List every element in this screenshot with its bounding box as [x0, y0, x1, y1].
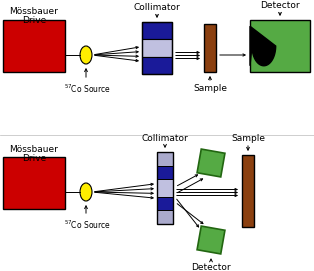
Bar: [3, 20, 65, 72]
Text: $^{57}$Co Source: $^{57}$Co Source: [64, 83, 111, 95]
Bar: [157, 197, 173, 210]
Polygon shape: [250, 26, 276, 66]
Bar: [157, 166, 173, 179]
Text: Drive: Drive: [22, 16, 46, 25]
Text: Mössbauer: Mössbauer: [9, 145, 58, 154]
Polygon shape: [197, 149, 225, 177]
Bar: [3, 157, 65, 209]
Ellipse shape: [80, 183, 92, 201]
Text: Sample: Sample: [193, 84, 227, 93]
Polygon shape: [197, 226, 225, 254]
Bar: [204, 24, 216, 72]
Bar: [142, 57, 172, 74]
Bar: [242, 155, 254, 227]
Text: Detector: Detector: [260, 1, 300, 10]
Ellipse shape: [80, 46, 92, 64]
Text: $^{57}$Co Source: $^{57}$Co Source: [64, 219, 111, 231]
Bar: [142, 22, 172, 39]
Text: Sample: Sample: [231, 134, 265, 143]
Text: Collimator: Collimator: [134, 3, 180, 12]
Bar: [157, 210, 173, 224]
Bar: [142, 39, 172, 57]
Bar: [157, 152, 173, 224]
Text: Detector: Detector: [191, 263, 231, 271]
Text: Collimator: Collimator: [142, 134, 188, 143]
Bar: [142, 22, 172, 74]
Bar: [157, 179, 173, 197]
Bar: [250, 20, 310, 72]
Text: Mössbauer: Mössbauer: [9, 7, 58, 16]
Text: Drive: Drive: [22, 154, 46, 163]
Bar: [157, 152, 173, 166]
